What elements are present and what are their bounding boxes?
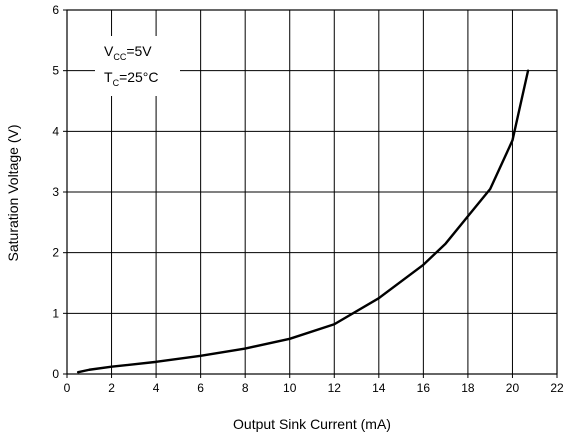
y-tick-label: 5 (52, 64, 59, 78)
x-tick-label: 2 (108, 381, 115, 395)
series-group (76, 69, 530, 374)
x-tick-label: 16 (417, 381, 431, 395)
y-tick-label: 1 (52, 306, 59, 320)
x-tick-label: 4 (153, 381, 160, 395)
plot-frame-group (66, 9, 558, 375)
tc-annotation: TC=25°C (104, 69, 159, 88)
saturation-voltage-line (76, 69, 530, 374)
y-axis-title: Saturation Voltage (V) (5, 125, 21, 262)
x-tick-label: 14 (372, 381, 386, 395)
annotation-background (95, 36, 180, 96)
x-tick-label: 22 (550, 381, 564, 395)
y-tick-label: 6 (52, 3, 59, 17)
x-tick-label: 12 (328, 381, 342, 395)
x-tick-label: 0 (64, 381, 71, 395)
y-tick-label: 3 (52, 185, 59, 199)
x-tick-label: 18 (461, 381, 475, 395)
y-tick-label: 4 (52, 124, 59, 138)
plot-frame (66, 9, 558, 375)
y-tick-label: 0 (52, 367, 59, 381)
x-tick-label: 10 (283, 381, 297, 395)
x-axis-title: Output Sink Current (mA) (233, 416, 391, 432)
vcc-annotation: VCC=5V (104, 43, 152, 62)
x-tick-label: 6 (197, 381, 204, 395)
x-tick-label: 8 (242, 381, 249, 395)
x-tick-label: 20 (506, 381, 520, 395)
y-tick-label: 2 (52, 246, 59, 260)
